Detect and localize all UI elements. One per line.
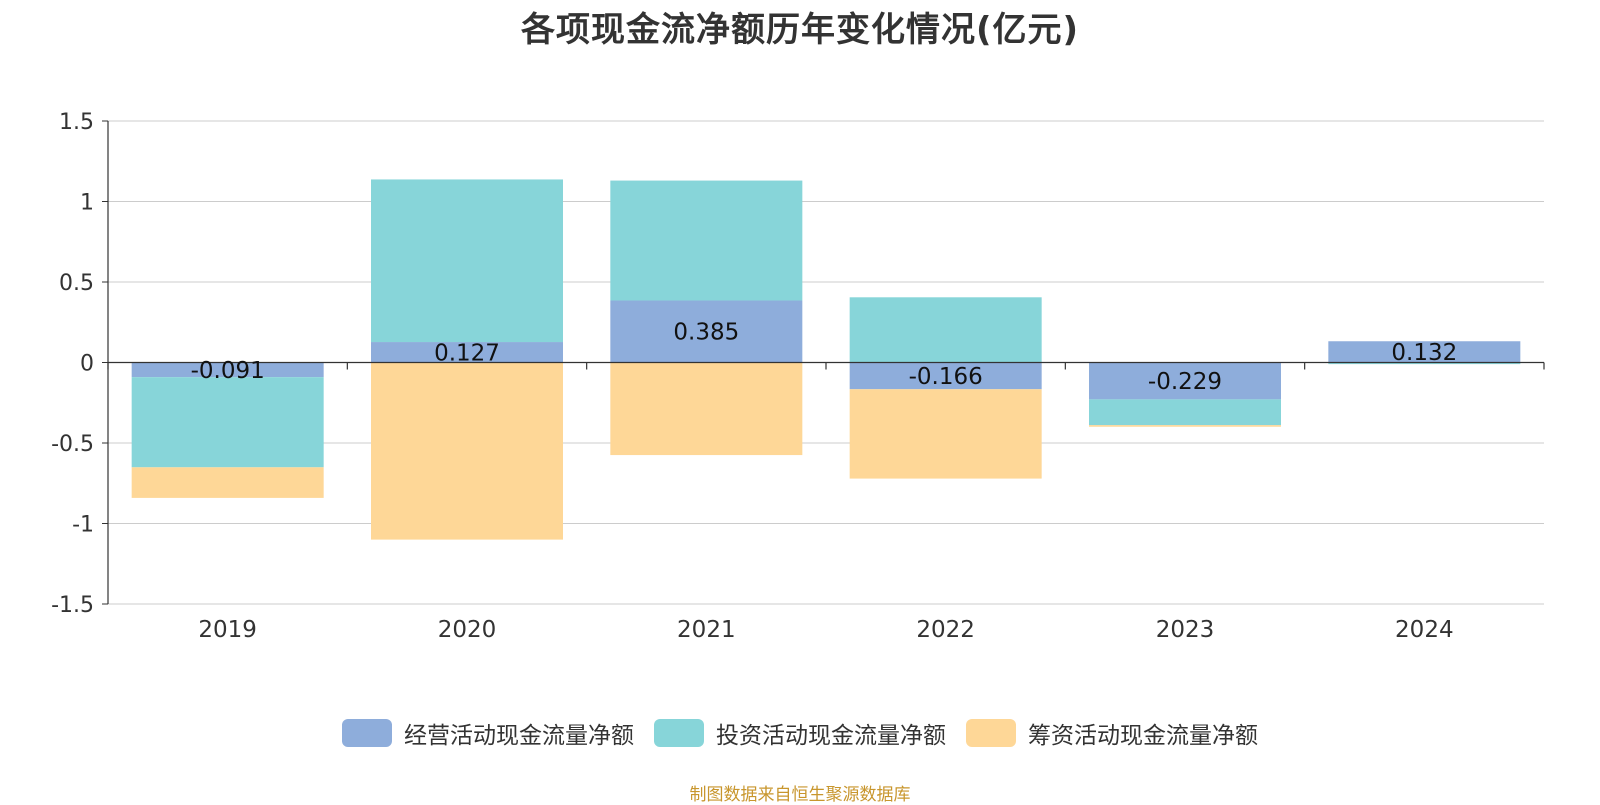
bar-operating-2024	[1328, 341, 1521, 363]
y-tick-label: 0	[80, 352, 94, 377]
data-label-2019: -0.091	[191, 358, 265, 384]
legend-item-financing[interactable]: 筹资活动现金流量净额	[966, 716, 1258, 750]
data-label-2023: -0.229	[1148, 369, 1222, 395]
legend-label-investing: 投资活动现金流量净额	[716, 723, 946, 749]
bar-investing-2020	[371, 179, 563, 343]
legend: 经营活动现金流量净额 投资活动现金流量净额 筹资活动现金流量净额	[0, 716, 1600, 750]
legend-swatch-operating	[342, 719, 392, 747]
y-tick-label: 0.5	[59, 271, 94, 296]
legend-label-operating: 经营活动现金流量净额	[404, 723, 634, 749]
legend-item-operating[interactable]: 经营活动现金流量净额	[342, 716, 634, 750]
y-tick-label: 1.5	[59, 110, 94, 135]
bar-operating-2021	[610, 300, 803, 363]
bar-financing-2022	[849, 389, 1042, 479]
y-tick-label: -0.5	[51, 432, 94, 457]
x-tick-label: 2019	[198, 617, 257, 643]
y-tick-label: -1	[72, 513, 94, 538]
legend-swatch-financing	[966, 719, 1016, 747]
legend-label-financing: 筹资活动现金流量净额	[1028, 723, 1258, 749]
legend-item-investing[interactable]: 投资活动现金流量净额	[654, 716, 946, 750]
bar-financing-2021	[610, 362, 803, 456]
data-label-2021: 0.385	[673, 320, 739, 346]
data-label-2024: 0.132	[1391, 340, 1457, 366]
bar-financing-2019	[131, 467, 324, 498]
x-tick-label: 2020	[438, 617, 497, 643]
chart-title: 各项现金流净额历年变化情况(亿元)	[520, 10, 1080, 50]
source-note: 制图数据来自恒生聚源数据库	[689, 785, 911, 805]
bar-investing-2021	[610, 180, 803, 301]
bars	[131, 179, 1521, 540]
data-label-2020: 0.127	[434, 340, 500, 366]
bar-operating-2022	[849, 362, 1042, 390]
legend-swatch-investing	[654, 719, 704, 747]
bar-financing-2020	[371, 362, 563, 540]
bar-operating-2019	[131, 362, 324, 378]
x-tick-label: 2023	[1156, 617, 1215, 643]
bar-investing-2024	[1328, 362, 1521, 365]
bar-financing-2023	[1089, 425, 1281, 427]
x-tick-label: 2022	[916, 617, 975, 643]
chart-plot: 1.5 1 0.5 0 -0.5 -1 -1.5 2019 2020 2021 2022 2023 20…	[51, 110, 1545, 643]
grid-lines	[108, 120, 1544, 605]
data-labels: -0.091 0.127 0.385 -0.166 -0.229 0.132	[191, 320, 1458, 395]
bar-investing-2022	[849, 297, 1042, 363]
bar-investing-2019	[131, 377, 324, 468]
bar-investing-2023	[1089, 399, 1281, 426]
x-tick-label: 2024	[1395, 617, 1454, 643]
axes: 1.5 1 0.5 0 -0.5 -1 -1.5 2019 2020 2021 2022 2023 20…	[51, 110, 1545, 643]
data-label-2022: -0.166	[909, 364, 983, 390]
bar-operating-2020	[371, 342, 563, 363]
x-tick-label: 2021	[677, 617, 736, 643]
bar-operating-2023	[1089, 362, 1281, 400]
y-tick-label: -1.5	[51, 593, 94, 618]
y-tick-label: 1	[80, 191, 94, 216]
